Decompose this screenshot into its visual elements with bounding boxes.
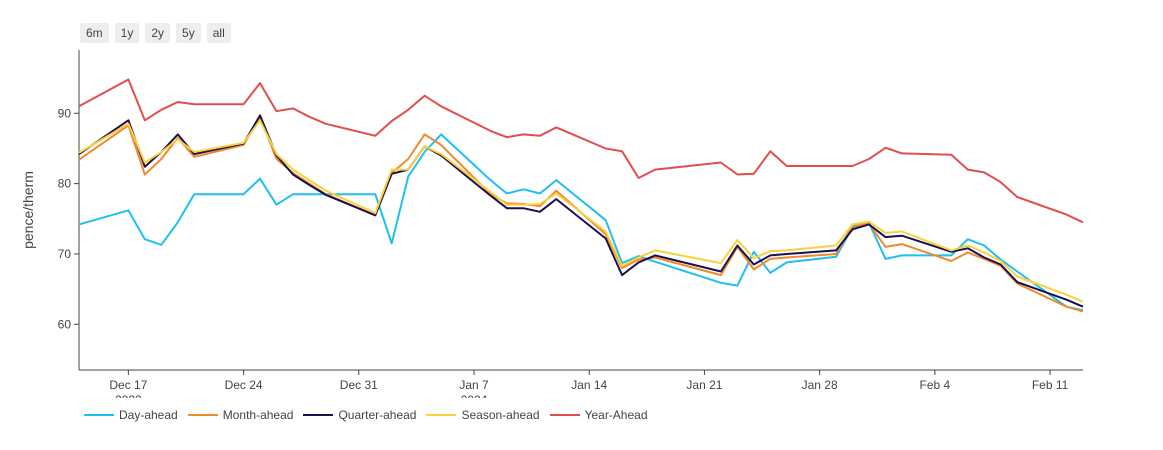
x-tick-label: Jan 21: [686, 378, 722, 392]
y-tick-label: 70: [58, 247, 72, 261]
series-line-year-ahead: [78, 78, 1084, 224]
y-tick-label: 60: [58, 317, 72, 331]
range-button-2y[interactable]: 2y: [145, 23, 171, 43]
x-tick: Jan 28: [802, 370, 838, 392]
series-lines: [78, 78, 1084, 313]
y-tick: 60: [58, 317, 79, 331]
legend-swatch: [84, 414, 114, 416]
x-tick: Feb 4: [920, 370, 951, 392]
x-tick: Dec 31: [340, 370, 378, 392]
y-tick-label: 90: [58, 106, 72, 120]
x-tick: Feb 11: [1032, 370, 1069, 392]
legend-item-quarter-ahead[interactable]: Quarter-ahead: [303, 408, 416, 422]
series-line-season-ahead: [78, 119, 1084, 303]
x-tick-label: Jan 14: [571, 378, 607, 392]
range-button-6m[interactable]: 6m: [80, 23, 109, 43]
legend: Day-ahead Month-ahead Quarter-ahead Season-…: [84, 408, 648, 422]
y-tick-label: 80: [58, 177, 72, 191]
x-tick-label: Jan 7: [459, 378, 489, 392]
x-tick-label: Dec 31: [340, 378, 378, 392]
legend-label: Season-ahead: [461, 408, 540, 422]
legend-swatch: [187, 414, 218, 416]
y-tick: 80: [58, 177, 79, 191]
x-tick: Dec 24: [225, 370, 263, 392]
y-tick: 90: [58, 106, 79, 120]
x-tick-label: Jan 28: [802, 378, 838, 392]
legend-label: Year-Ahead: [584, 408, 648, 422]
range-button-1y[interactable]: 1y: [114, 23, 140, 43]
y-tick: 70: [58, 247, 79, 261]
legend-item-year-ahead[interactable]: Year-Ahead: [549, 408, 648, 422]
legend-swatch: [303, 414, 334, 416]
legend-swatch: [549, 414, 580, 416]
series-line-quarter-ahead: [78, 114, 1084, 308]
legend-label: Quarter-ahead: [338, 408, 417, 422]
y-axis-label: pence/therm: [20, 171, 36, 249]
legend-item-season-ahead[interactable]: Season-ahead: [426, 408, 540, 422]
legend-label: Month-ahead: [222, 408, 294, 422]
x-tick-label: Dec 24: [225, 378, 263, 392]
legend-swatch: [426, 414, 457, 416]
x-tick-label: Feb 4: [920, 378, 951, 392]
series-line-day-ahead: [78, 133, 1084, 312]
range-button-all[interactable]: all: [206, 23, 231, 43]
legend-item-day-ahead[interactable]: Day-ahead: [84, 408, 178, 422]
range-button-5y[interactable]: 5y: [176, 23, 201, 43]
legend-label: Day-ahead: [119, 408, 178, 422]
x-tick: Jan 14: [571, 370, 608, 392]
legend-item-month-ahead[interactable]: Month-ahead: [187, 408, 294, 422]
x-tick-label: Dec 17: [109, 378, 147, 392]
axis-clip: [0, 398, 1163, 404]
x-tick: Jan 21: [686, 370, 723, 392]
range-selector: 6m 1y 2y 5y all: [80, 23, 231, 43]
x-tick-label: Feb 11: [1032, 378, 1069, 392]
